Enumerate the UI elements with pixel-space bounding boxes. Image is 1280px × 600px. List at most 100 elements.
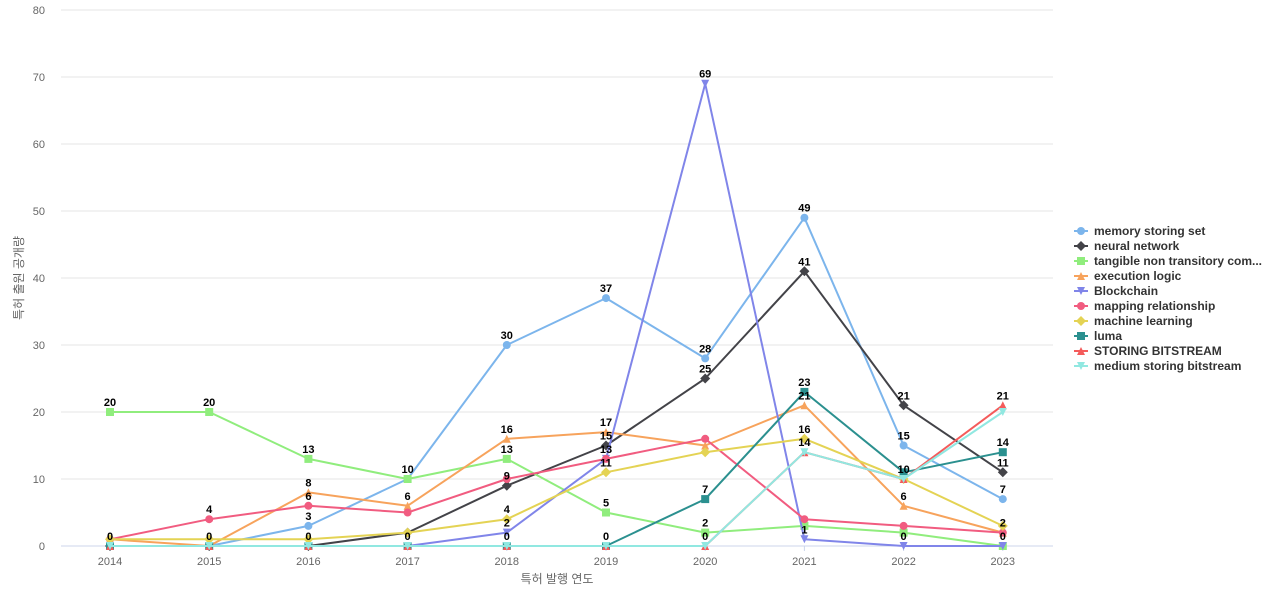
- series-line: [109, 411, 1004, 547]
- legend-item[interactable]: tangible non transitory com...: [1074, 254, 1262, 268]
- data-point: [899, 441, 908, 450]
- legend-item[interactable]: machine learning: [1074, 314, 1193, 328]
- data-point: [501, 480, 512, 491]
- x-tick-label: 2015: [197, 556, 221, 568]
- data-point: [502, 542, 511, 550]
- legend-item[interactable]: memory storing set: [1074, 224, 1205, 238]
- data-point: [502, 434, 511, 443]
- data-point: [997, 467, 1008, 478]
- data-label: 30: [501, 330, 513, 342]
- data-point: [701, 528, 710, 537]
- data-point: [502, 475, 511, 483]
- data-point: [304, 542, 313, 550]
- data-label: 0: [504, 531, 510, 543]
- data-point: [701, 434, 710, 443]
- data-label: 41: [798, 256, 810, 268]
- y-axis-title: 특허 출원 공개량: [12, 236, 26, 320]
- data-label: 6: [901, 491, 907, 503]
- data-point: [799, 266, 810, 277]
- data-label: 2: [504, 518, 510, 530]
- x-tick-label: 2014: [98, 556, 122, 568]
- data-point: [501, 514, 512, 525]
- legend-marker: [1076, 316, 1086, 326]
- data-point: [899, 528, 908, 537]
- data-label: 17: [600, 417, 612, 429]
- data-label: 49: [798, 203, 810, 215]
- data-point: [304, 521, 313, 530]
- data-label: 10: [897, 464, 909, 476]
- legend-marker: [1077, 257, 1085, 265]
- legend-item[interactable]: Blockchain: [1074, 284, 1158, 298]
- data-label: 13: [501, 444, 513, 456]
- data-label: 6: [305, 491, 311, 503]
- legend-label: Blockchain: [1094, 284, 1158, 298]
- data-point: [701, 441, 710, 450]
- data-label: 9: [504, 471, 510, 483]
- legend-item[interactable]: medium storing bitstream: [1074, 359, 1241, 373]
- data-label: 11: [997, 457, 1009, 469]
- data-point: [800, 515, 809, 524]
- data-label: 0: [305, 531, 311, 543]
- data-point: [800, 213, 809, 222]
- data-point: [799, 433, 810, 444]
- legend-item[interactable]: neural network: [1074, 239, 1180, 253]
- legend-marker: [1077, 302, 1085, 310]
- series-line: [109, 411, 1004, 547]
- data-point: [898, 400, 909, 411]
- data-label: 4: [206, 504, 213, 516]
- data-point: [402, 527, 413, 538]
- series-line: [109, 216, 1004, 547]
- data-label: 8: [305, 477, 311, 489]
- legend-item[interactable]: mapping relationship: [1074, 299, 1215, 313]
- data-label: 21: [798, 390, 810, 402]
- data-point: [998, 448, 1007, 457]
- legend-item[interactable]: STORING BITSTREAM: [1074, 344, 1222, 358]
- data-label: 20: [203, 397, 215, 409]
- data-label: 0: [206, 531, 212, 543]
- x-tick-label: 2018: [495, 556, 519, 568]
- data-label: 0: [603, 531, 609, 543]
- data-point: [899, 501, 908, 510]
- data-label: 13: [600, 444, 612, 456]
- data-label: 0: [107, 531, 113, 543]
- data-label: 5: [603, 498, 609, 510]
- data-point: [998, 528, 1007, 537]
- legend-item[interactable]: luma: [1074, 329, 1122, 343]
- data-point: [701, 79, 710, 88]
- data-label: 2: [1000, 518, 1006, 530]
- data-label: 28: [699, 343, 711, 355]
- legend-label: luma: [1094, 329, 1122, 343]
- legend-marker: [1077, 287, 1085, 295]
- data-point: [998, 495, 1007, 504]
- x-tick-label: 2016: [296, 556, 320, 568]
- series-line: [109, 437, 1004, 541]
- data-point: [701, 354, 710, 363]
- y-tick-label: 70: [33, 72, 45, 84]
- data-label: 15: [897, 431, 909, 443]
- series-1: [105, 266, 1008, 551]
- series-5: [106, 434, 1007, 544]
- legend-label: machine learning: [1094, 314, 1193, 328]
- data-point: [899, 468, 908, 477]
- x-tick-label: 2021: [792, 556, 816, 568]
- legend-marker: [1077, 332, 1085, 340]
- legend-label: tangible non transitory com...: [1094, 254, 1262, 268]
- series-line: [109, 82, 1004, 547]
- y-tick-label: 50: [33, 206, 45, 218]
- series-6: [105, 433, 1008, 545]
- data-point: [502, 341, 511, 349]
- data-point: [601, 467, 611, 478]
- y-tick-label: 20: [33, 407, 45, 419]
- series-3: [106, 401, 1007, 550]
- data-point: [105, 534, 115, 545]
- series-line: [109, 270, 1004, 547]
- data-point: [997, 520, 1008, 531]
- x-tick-label: 2023: [991, 556, 1015, 568]
- legend-item[interactable]: execution logic: [1074, 269, 1182, 283]
- data-label: 16: [501, 424, 513, 436]
- data-point: [403, 475, 412, 483]
- data-point: [899, 542, 908, 550]
- y-tick-label: 10: [33, 474, 45, 486]
- data-point: [502, 454, 511, 463]
